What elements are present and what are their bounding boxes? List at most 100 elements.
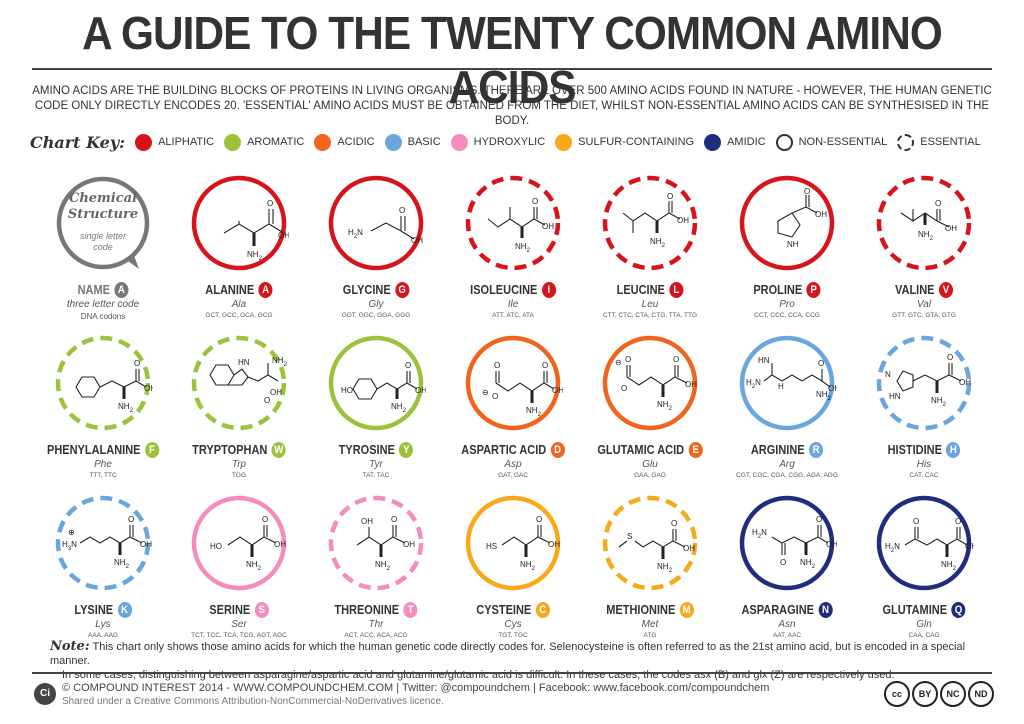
dna-codons: CCT, CCC, CCA, CCG [754,312,820,319]
key-swatch-icon [224,133,242,151]
key-label: BASIC [407,136,441,148]
amino-acid-name: TRYPTOPHAN [192,443,268,457]
dna-codons: TCT, TCC, TCA, TCG, AGT, AGC [191,632,287,639]
single-letter-badge: Q [951,602,966,618]
single-letter-badge: S [254,602,269,618]
legend-codons: DNA codons [80,312,126,321]
svg-text:OH: OH [945,224,957,233]
svg-text:O: O [818,359,824,368]
key-swatch-icon [555,133,573,151]
svg-text:HO: HO [210,542,222,551]
serine-name-row: SERINE S [178,602,299,618]
cc-badge-nc-icon: NC [940,681,966,707]
legend-heading-2: Structure [67,207,139,222]
key-swatch-icon [314,133,332,151]
three-letter-code: Gly [368,299,384,310]
single-letter-badge: W [271,442,286,458]
amino-acid-glutamine: H2N O OH O NH2 GLUTAMINE Q Gln CAA, CAG [855,493,993,658]
phenylalanine-structure-icon: OH O NH2 [55,335,153,431]
key-label: SULFUR-CONTAINING [578,136,695,148]
svg-text:O: O [625,355,631,364]
footer: Ci © COMPOUND INTEREST 2014 - WWW.COMPOU… [34,681,1024,715]
note-line-2: In some cases, distinguishing between as… [62,669,895,681]
histidine-structure-icon: N HN OH O NH2 [876,335,972,431]
svg-text:⊖: ⊖ [482,388,489,397]
amino-acid-tyrosine: HO OH O NH2 TYROSINE Y Tyr TAT, TAC [307,333,445,498]
amino-acid-name: GLYCINE [342,283,391,297]
single-letter-badge: V [938,282,953,298]
svg-text:OH: OH [403,540,415,549]
key-label: AMIDIC [727,136,766,148]
svg-text:O: O [780,558,786,567]
amino-acid-methionine: S OH O NH2 METHIONINE M Met ATG [581,493,719,658]
key-swatch-icon [775,133,793,151]
svg-text:HO: HO [341,386,353,395]
svg-text:O: O [816,515,822,524]
svg-text:O: O [128,515,134,524]
phenylalanine-name-row: PHENYLALANINE F [42,442,163,458]
alanine-name-row: ALANINE A [178,282,299,298]
svg-text:NH2: NH2 [931,396,947,408]
svg-text:HS: HS [486,542,497,551]
svg-text:O: O [405,361,411,370]
three-letter-code: Val [916,299,932,310]
svg-text:O: O [542,361,548,370]
svg-text:O: O [267,199,273,208]
glutamine-name-row: GLUTAMINE Q [863,602,984,618]
svg-text:OH: OH [683,544,695,553]
svg-text:NH2: NH2 [391,402,407,414]
proline-structure-icon: OH O NH [739,175,835,271]
tyrosine-structure-icon: HO OH O NH2 [328,335,426,431]
leucine-structure-icon: OH O NH2 [602,175,698,271]
amino-acid-name: ASPARAGINE [741,603,815,617]
svg-text:NH2: NH2 [657,562,673,574]
cc-badge-nd-icon: ND [968,681,994,707]
legend-heading-1: Chemical [68,191,138,206]
svg-text:⊕: ⊕ [68,528,75,537]
glycine-name-row: GLYCINE G [315,282,436,298]
svg-text:NH2: NH2 [941,560,957,572]
serine-structure-icon: HO OH O NH2 [191,495,287,591]
key-item-acidic: ACIDIC [314,133,375,151]
three-letter-code: Lys [95,619,111,630]
svg-text:H2N: H2N [752,528,767,540]
svg-text:O: O [947,353,953,362]
key-item-basic: BASIC [384,133,441,151]
svg-text:O: O [391,515,397,524]
single-letter-badge: D [550,442,565,458]
dna-codons: GTT, GTC, GTA, GTG [892,312,956,319]
note-label: Note: [50,639,90,654]
svg-text:⊖: ⊖ [615,358,622,367]
single-letter-badge: P [806,282,821,298]
cysteine-structure-icon: HS OH O NH2 [465,495,561,591]
amino-acid-name: METHIONINE [606,603,676,617]
alanine-structure-icon: OH O NH2 [191,175,289,271]
svg-text:O: O [264,396,270,405]
amino-acid-name: HISTIDINE [887,443,942,457]
legend-name: NAME [77,283,110,297]
svg-text:NH2: NH2 [918,230,934,242]
dna-codons: GCT, GCC, GCA, GCG [205,312,273,319]
three-letter-code: Arg [779,459,795,470]
amino-acid-name: PROLINE [753,283,803,297]
dna-codons: CTT, CTC, CTA, CTG, TTA, TTG [602,312,698,319]
svg-text:OH: OH [274,540,286,549]
svg-text:O: O [134,359,140,368]
arginine-name-row: ARGININE R [726,442,847,458]
svg-text:NH2: NH2 [526,406,542,418]
amino-acid-leucine: OH O NH2 LEUCINE L Leu CTT, CTC, CTA, CTG,… [581,173,719,338]
three-letter-code: His [916,459,932,470]
amino-acid-name: LYSINE [74,603,114,617]
tyrosine-name-row: TYROSINE Y [315,442,436,458]
note-line-1: This chart only shows those amino acids … [50,641,966,667]
dna-codons: AAA, AAG [88,632,118,639]
svg-text:NH2: NH2 [800,558,816,570]
svg-text:H2N: H2N [348,228,363,240]
amino-acid-threonine: OH OH O NH2 THREONINE T Thr ACT, ACC, ACA, … [307,493,445,658]
methionine-structure-icon: S OH O NH2 [602,495,698,591]
histidine-name-row: HISTIDINE H [863,442,984,458]
amino-acid-name: LEUCINE [616,283,665,297]
amino-acid-name: TYROSINE [338,443,395,457]
